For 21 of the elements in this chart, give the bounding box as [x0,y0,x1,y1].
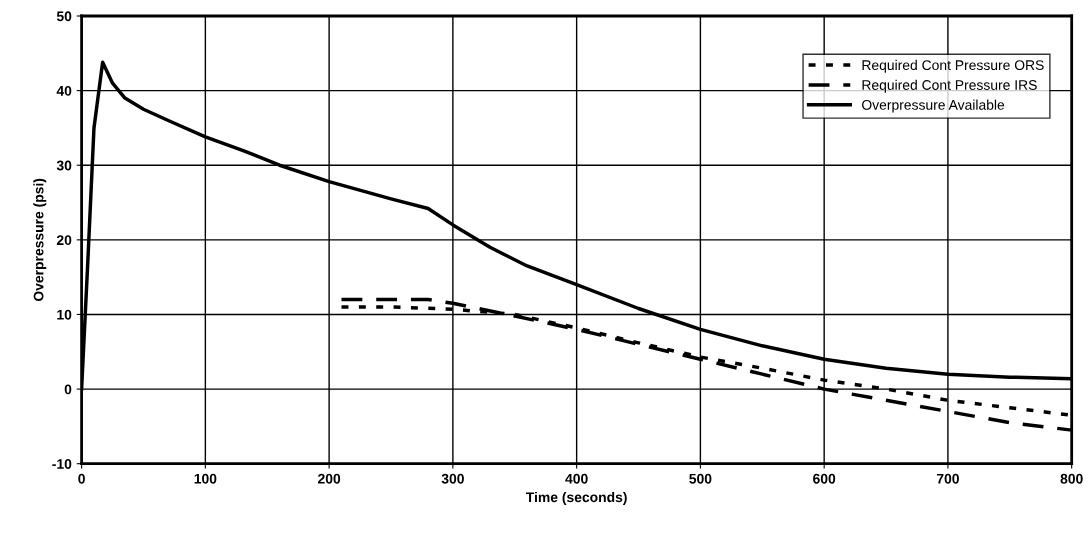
y-tick-label: 0 [64,384,72,395]
y-tick-label: 20 [56,235,72,246]
x-tick-label: 700 [936,473,959,484]
y-axis-title: Overpressure (psi) [33,178,47,302]
x-tick-label: 0 [78,473,85,484]
x-tick-label: 200 [318,473,341,484]
x-tick-label: 100 [194,473,217,484]
x-tick-label: 800 [1060,473,1083,484]
y-tick-label: 10 [57,309,72,320]
x-tick-label: 400 [565,473,588,484]
legend-label: Overpressure Available [862,99,1005,113]
legend-label: Required Cont Pressure ORS [862,59,1044,73]
x-axis-title: Time (seconds) [525,491,627,505]
y-tick-label: -10 [52,459,72,469]
x-tick-label: 500 [689,473,712,484]
x-tick-label: 300 [441,473,464,484]
y-tick-label: 40 [56,85,72,96]
y-tick-label: 30 [56,160,72,171]
x-tick-label: 600 [813,473,836,484]
legend-label: Required Cont Pressure IRS [862,79,1037,93]
y-tick-label: 50 [56,11,72,22]
